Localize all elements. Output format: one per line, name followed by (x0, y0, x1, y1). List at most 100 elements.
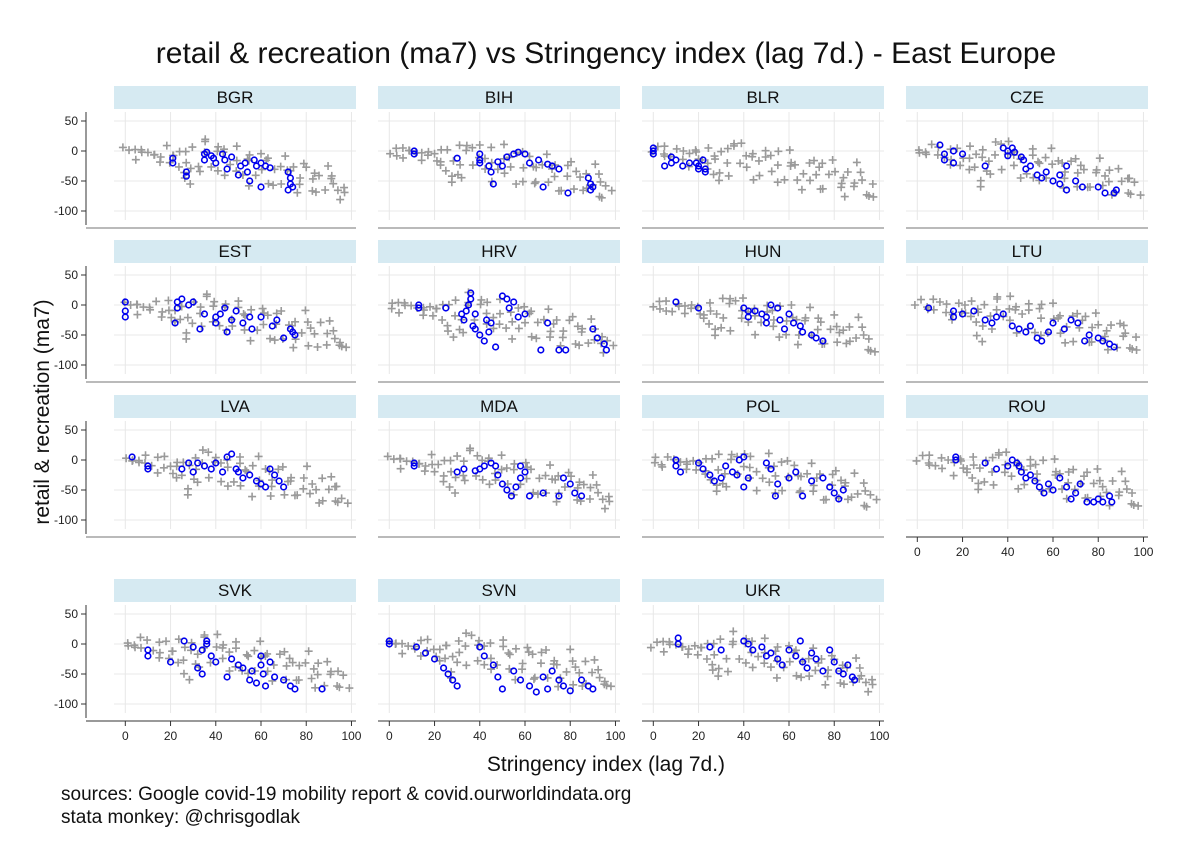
background-point (699, 314, 708, 323)
background-point (396, 464, 405, 473)
data-point (555, 492, 563, 500)
background-point (316, 318, 325, 327)
background-point (543, 673, 552, 682)
background-point (310, 329, 319, 338)
background-point (601, 181, 610, 190)
data-point (505, 304, 513, 312)
background-point (195, 167, 204, 176)
data-point (257, 313, 265, 321)
data-point (510, 298, 518, 306)
panel-strip (378, 395, 620, 418)
background-point (803, 469, 812, 478)
background-point (174, 658, 183, 667)
background-point (554, 186, 563, 195)
panel-hrv: HRV (378, 240, 620, 383)
background-point (497, 451, 506, 460)
data-point (548, 667, 556, 675)
data-point (958, 150, 967, 158)
x-tick-label: 60 (518, 729, 532, 743)
background-point (327, 171, 336, 180)
y-tick-label: 0 (71, 298, 78, 312)
background-point (858, 176, 867, 185)
panel-label: EST (218, 242, 251, 261)
background-points (650, 449, 881, 511)
background-point (730, 139, 739, 148)
data-point (521, 468, 529, 476)
background-point (225, 648, 234, 657)
background-point (460, 476, 469, 485)
data-point (453, 682, 461, 690)
background-point (1016, 174, 1025, 182)
background-point (462, 629, 471, 638)
background-point (311, 683, 320, 692)
background-point (478, 456, 487, 465)
data-point (778, 661, 786, 669)
background-point (432, 304, 441, 313)
data-point (460, 316, 468, 324)
background-point (797, 673, 806, 682)
background-point (325, 316, 334, 325)
background-point (588, 668, 597, 677)
background-point (204, 448, 213, 457)
data-point (246, 177, 254, 185)
panel-label: BGR (217, 88, 254, 107)
background-point (495, 309, 504, 318)
data-point (1004, 152, 1012, 160)
background-point (167, 313, 176, 322)
background-point (659, 647, 668, 656)
data-point (1060, 325, 1068, 333)
background-point (453, 658, 462, 667)
data-point (460, 465, 468, 473)
background-point (705, 298, 714, 307)
data-point (776, 316, 784, 324)
background-point (856, 168, 865, 177)
background-point (605, 497, 614, 506)
data-point (602, 346, 611, 354)
data-point (559, 474, 568, 482)
data-point (1038, 174, 1046, 182)
background-points (385, 629, 615, 691)
background-point (714, 664, 723, 673)
data-point (839, 486, 847, 494)
background-point (942, 308, 951, 317)
background-point (1007, 472, 1016, 481)
background-point (257, 165, 266, 174)
data-point (467, 289, 475, 297)
background-point (310, 169, 319, 178)
background-point (758, 474, 767, 483)
background-point (587, 315, 596, 324)
background-point (519, 163, 528, 172)
background-point (443, 327, 452, 336)
background-point (967, 297, 976, 306)
background-point (185, 675, 194, 684)
background-point (432, 156, 441, 165)
background-point (455, 648, 464, 657)
data-point (1062, 483, 1071, 491)
background-point (251, 171, 260, 180)
data-point (992, 465, 1001, 473)
background-point (506, 162, 515, 171)
panel-bgr: BGR 50 0 -50 -100 (54, 86, 356, 229)
data-point (672, 462, 680, 470)
data-point (1026, 471, 1034, 479)
background-point (542, 150, 551, 159)
background-point (595, 673, 604, 682)
data-point (694, 459, 703, 467)
background-point (714, 450, 723, 459)
panel-label: SVK (218, 581, 253, 600)
x-tick-label: 100 (341, 729, 361, 743)
background-point (309, 664, 318, 673)
background-point (308, 480, 317, 488)
background-point (528, 650, 537, 659)
panel-ltu: LTU (906, 240, 1148, 383)
background-point (850, 179, 859, 188)
data-point (1085, 331, 1093, 339)
panel-label: UKR (745, 581, 781, 600)
data-point (415, 301, 423, 309)
background-point (828, 156, 837, 164)
data-point (280, 334, 288, 342)
background-point (445, 483, 454, 491)
background-point (324, 485, 333, 494)
data-point (740, 453, 748, 461)
background-point (301, 306, 310, 315)
